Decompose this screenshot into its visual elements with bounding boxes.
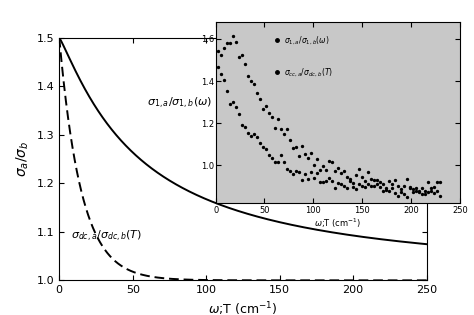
- Text: $\sigma_{1,a}/\sigma_{1,b}(\omega)$: $\sigma_{1,a}/\sigma_{1,b}(\omega)$: [284, 35, 329, 47]
- Y-axis label: $\sigma_a/\sigma_b$: $\sigma_a/\sigma_b$: [15, 141, 31, 177]
- Text: $\sigma_{dc,a}/\sigma_{dc,b}(T)$: $\sigma_{dc,a}/\sigma_{dc,b}(T)$: [71, 229, 142, 244]
- X-axis label: $\omega$;T (cm$^{-1}$): $\omega$;T (cm$^{-1}$): [314, 216, 361, 230]
- Text: $\sigma_{cc,a}/\sigma_{dc,b}(T)$: $\sigma_{cc,a}/\sigma_{dc,b}(T)$: [284, 66, 333, 79]
- Text: $\sigma_{1,a}/\sigma_{1,b}(\omega)$: $\sigma_{1,a}/\sigma_{1,b}(\omega)$: [147, 95, 212, 111]
- X-axis label: $\omega$;T (cm$^{-1}$): $\omega$;T (cm$^{-1}$): [208, 301, 278, 315]
